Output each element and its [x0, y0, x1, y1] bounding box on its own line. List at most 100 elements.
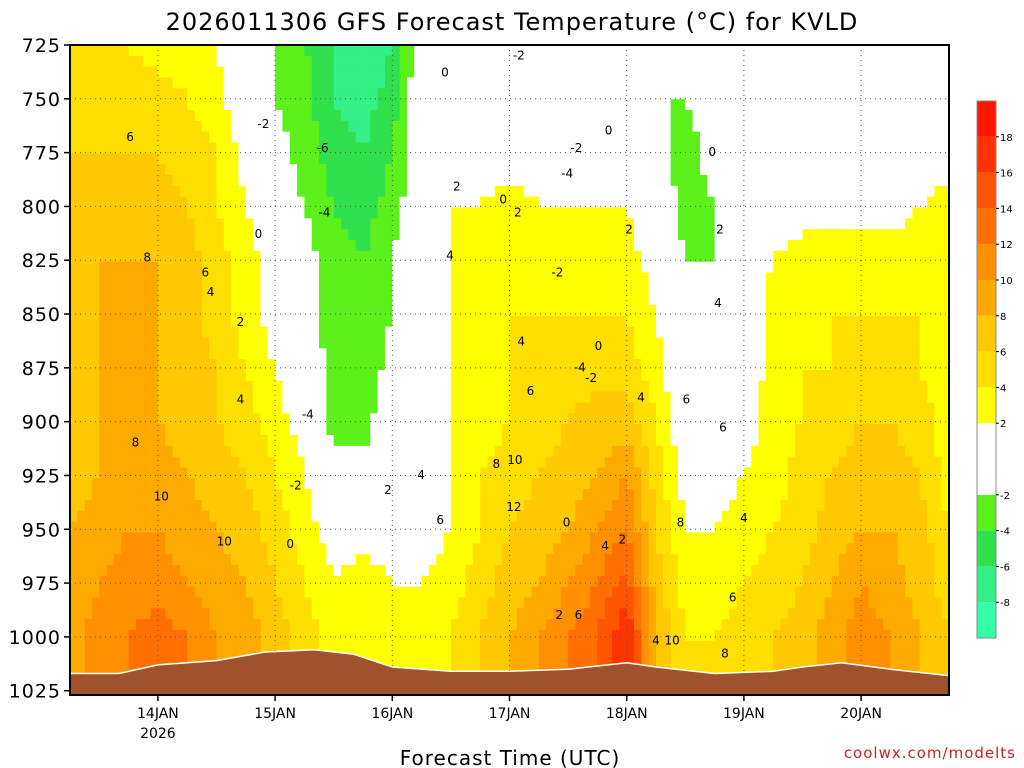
temperature-cell — [546, 424, 555, 436]
temperature-cell — [253, 380, 262, 393]
temperature-cell — [634, 554, 642, 566]
temperature-cell — [516, 391, 525, 404]
temperature-cell — [421, 326, 430, 339]
temperature-cell — [326, 110, 335, 122]
temperature-cell — [648, 283, 657, 295]
temperature-cell — [487, 575, 496, 588]
temperature-cell — [253, 630, 262, 642]
temperature-cell — [458, 510, 467, 523]
temperature-cell — [275, 88, 284, 100]
temperature-cell — [99, 229, 108, 241]
temperature-cell — [399, 586, 408, 599]
temperature-cell — [370, 608, 379, 620]
temperature-cell — [223, 500, 232, 512]
temperature-cell — [590, 66, 598, 79]
temperature-cell — [311, 554, 320, 566]
temperature-cell — [428, 348, 437, 360]
temperature-cell — [150, 380, 159, 393]
temperature-cell — [421, 510, 430, 523]
temperature-cell — [443, 402, 452, 414]
temperature-cell — [282, 413, 291, 425]
temperature-cell — [648, 597, 657, 609]
temperature-cell — [172, 521, 181, 534]
temperature-cell — [348, 55, 357, 68]
temperature-cell — [494, 478, 503, 490]
temperature-cell — [260, 196, 269, 209]
temperature-cell — [172, 500, 181, 512]
temperature-cell — [128, 348, 137, 360]
temperature-cell — [231, 370, 240, 382]
temperature-cell — [560, 326, 569, 339]
temperature-cell — [377, 456, 386, 469]
temperature-cell — [70, 207, 78, 219]
temperature-cell — [392, 218, 401, 230]
temperature-cell — [311, 240, 320, 252]
temperature-cell — [524, 250, 533, 263]
temperature-cell — [634, 597, 642, 609]
temperature-cell — [363, 261, 371, 274]
temperature-cell — [656, 261, 664, 274]
temperature-cell — [106, 359, 115, 371]
temperature-cell — [179, 370, 188, 382]
temperature-cell — [560, 380, 569, 393]
temperature-cell — [472, 142, 481, 154]
temperature-cell — [84, 218, 93, 230]
temperature-cell — [670, 261, 679, 274]
temperature-cell — [253, 261, 262, 274]
temperature-cell — [70, 478, 78, 490]
temperature-cell — [355, 586, 364, 599]
temperature-cell — [472, 402, 481, 414]
temperature-cell — [121, 77, 130, 89]
temperature-cell — [480, 153, 489, 165]
temperature-cell — [260, 55, 269, 68]
temperature-cell — [568, 630, 577, 642]
temperature-cell — [121, 413, 130, 425]
temperature-cell — [70, 651, 78, 664]
temperature-cell — [619, 554, 628, 566]
temperature-cell — [494, 640, 503, 653]
temperature-cell — [656, 435, 664, 447]
temperature-cell — [348, 359, 357, 371]
temperature-cell — [128, 142, 137, 154]
temperature-cell — [341, 565, 349, 577]
temperature-cell — [670, 510, 679, 523]
temperature-cell — [348, 478, 357, 490]
temperature-cell — [634, 240, 642, 252]
temperature-cell — [216, 456, 225, 469]
temperature-cell — [333, 500, 342, 512]
temperature-cell — [421, 456, 430, 469]
temperature-cell — [450, 424, 459, 436]
temperature-cell — [421, 424, 430, 436]
temperature-cell — [150, 142, 159, 154]
temperature-cell — [553, 305, 562, 317]
temperature-cell — [428, 66, 437, 79]
temperature-cell — [590, 445, 598, 458]
temperature-cell — [560, 99, 569, 111]
temperature-cell — [634, 153, 642, 165]
temperature-cell — [297, 435, 305, 447]
temperature-cell — [165, 478, 174, 490]
temperature-cell — [348, 45, 357, 57]
temperature-cell — [304, 597, 313, 609]
temperature-cell — [70, 543, 78, 555]
temperature-cell — [524, 445, 533, 458]
temperature-cell — [179, 326, 188, 339]
temperature-cell — [297, 250, 305, 263]
temperature-cell — [604, 77, 613, 89]
temperature-cell — [194, 554, 203, 566]
temperature-cell — [656, 467, 664, 479]
temperature-cell — [553, 510, 562, 523]
temperature-cell — [656, 575, 664, 588]
temperature-cell — [553, 240, 562, 252]
temperature-cell — [612, 456, 620, 469]
temperature-cell — [355, 348, 364, 360]
temperature-cell — [370, 543, 379, 555]
temperature-cell — [253, 478, 262, 490]
temperature-cell — [245, 521, 254, 534]
temperature-cell — [121, 391, 130, 404]
temperature-cell — [275, 640, 284, 653]
temperature-cell — [289, 185, 298, 198]
temperature-cell — [253, 218, 262, 230]
temperature-cell — [619, 88, 628, 100]
temperature-cell — [282, 66, 291, 79]
